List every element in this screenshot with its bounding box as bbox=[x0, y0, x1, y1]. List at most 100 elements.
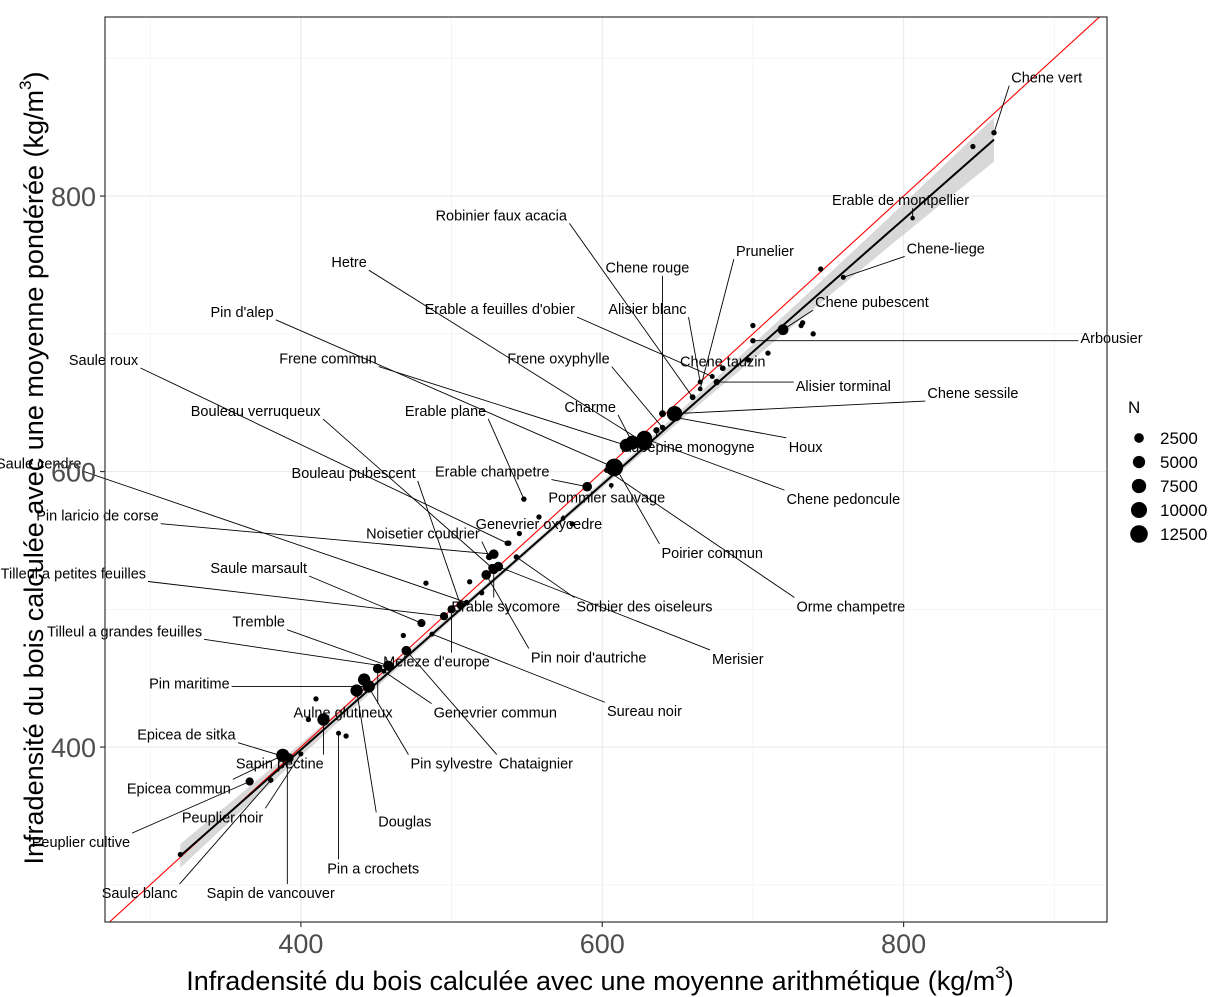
legend-key bbox=[1132, 455, 1146, 469]
data-point bbox=[343, 733, 349, 739]
species-label: Aubepine monogyne bbox=[622, 440, 755, 456]
leader-line bbox=[363, 679, 409, 755]
species-label: Sapin pectine bbox=[236, 757, 324, 773]
leader-line bbox=[237, 742, 289, 759]
species-label: Houx bbox=[789, 440, 824, 456]
leader-line bbox=[131, 781, 250, 834]
species-label: Orme champetre bbox=[796, 600, 905, 616]
data-point bbox=[400, 632, 406, 639]
data-point bbox=[745, 357, 752, 363]
x-tick-label: 600 bbox=[580, 929, 625, 959]
data-point bbox=[463, 599, 470, 606]
species-label: Chene tauzin bbox=[680, 354, 765, 370]
species-label: Poirier commun bbox=[661, 546, 763, 562]
leader-line bbox=[83, 470, 467, 603]
legend-label: 2500 bbox=[1160, 429, 1198, 448]
leader-line bbox=[644, 438, 785, 491]
species-labels: Chene vert Erable de montpellier Robinier … bbox=[0, 71, 1143, 902]
species-label: Merisier bbox=[712, 652, 764, 668]
leader-line bbox=[368, 269, 645, 444]
species-label: Alisier blanc bbox=[608, 302, 686, 318]
species-label: Sureau noir bbox=[607, 704, 682, 720]
species-label: Erable plane bbox=[405, 404, 486, 420]
leader-line bbox=[160, 523, 494, 555]
species-label: Frene commun bbox=[279, 352, 377, 368]
leader-line bbox=[406, 650, 498, 755]
species-label: Arbousier bbox=[1080, 331, 1142, 347]
leader-line bbox=[147, 581, 445, 617]
leader-line bbox=[677, 417, 787, 439]
data-point bbox=[466, 579, 473, 585]
species-label: Hetre bbox=[331, 255, 366, 271]
y-axis-title-superscript: 3 bbox=[16, 81, 35, 90]
data-point bbox=[818, 266, 824, 272]
species-label: Douglas bbox=[378, 814, 431, 830]
species-label: Tilleul a petites feuilles bbox=[1, 566, 146, 582]
x-tick-label: 400 bbox=[278, 929, 323, 959]
species-label: Chataignier bbox=[499, 757, 573, 773]
regression-line bbox=[179, 138, 995, 857]
leader-line bbox=[417, 480, 462, 606]
leader-line bbox=[140, 367, 508, 544]
y-tick-label: 800 bbox=[51, 182, 96, 212]
data-point bbox=[810, 331, 816, 337]
leader-line bbox=[606, 469, 795, 598]
legend-label: 5000 bbox=[1160, 453, 1198, 472]
legend-title: N bbox=[1128, 398, 1140, 417]
leader-line bbox=[383, 670, 432, 704]
species-label: Chene sessile bbox=[927, 386, 1018, 402]
size-legend: N 2500 5000 7500 10000 12500 bbox=[1128, 398, 1207, 544]
leader-line bbox=[481, 541, 490, 558]
legend-key bbox=[1130, 525, 1148, 543]
species-label: Tremble bbox=[232, 615, 285, 631]
leader-line bbox=[611, 366, 663, 428]
leader-line bbox=[179, 779, 272, 885]
y-axis-title: Infradensité du bois calculée avec une m… bbox=[16, 72, 49, 865]
x-tick-label: 800 bbox=[881, 929, 926, 959]
legend-key bbox=[1134, 433, 1144, 443]
data-point bbox=[177, 851, 183, 858]
y-tick-label: 600 bbox=[51, 458, 96, 488]
grid-lines bbox=[105, 17, 1107, 922]
species-label: Alisier torminal bbox=[796, 379, 891, 395]
species-label: Sorbier des oiseleurs bbox=[576, 600, 712, 616]
data-point bbox=[245, 777, 254, 786]
data-point bbox=[536, 514, 542, 520]
species-label: Erable a feuilles d'obier bbox=[425, 302, 575, 318]
leader-line bbox=[487, 418, 525, 500]
species-label: Pommier sauvage bbox=[548, 491, 665, 507]
legend-label: 7500 bbox=[1160, 477, 1198, 496]
data-point bbox=[313, 696, 319, 702]
species-label: Saule blanc bbox=[102, 886, 178, 902]
species-label: Frene oxyphylle bbox=[507, 352, 609, 368]
species-label: Pin noir d'autriche bbox=[531, 651, 647, 667]
data-point bbox=[305, 716, 312, 723]
species-label: Noisetier coudrier bbox=[366, 527, 480, 543]
data-point bbox=[447, 605, 456, 614]
leader-line bbox=[782, 309, 814, 331]
x-axis-title: Infradensité du bois calculée avec une m… bbox=[186, 963, 1013, 996]
leader-line bbox=[699, 259, 735, 390]
data-point bbox=[569, 521, 575, 527]
y-tick-label: 400 bbox=[51, 733, 96, 763]
leader-line bbox=[232, 754, 283, 780]
leader-line bbox=[485, 574, 530, 649]
species-label: Saule cendre bbox=[0, 456, 81, 472]
y-axis-title-end: ) bbox=[19, 72, 49, 81]
leader-line bbox=[993, 85, 1010, 133]
data-point bbox=[614, 467, 620, 473]
leader-line bbox=[843, 255, 905, 278]
species-label: Saule marsault bbox=[210, 561, 307, 577]
species-label: Tilleul a grandes feuilles bbox=[47, 624, 202, 640]
legend-key bbox=[1131, 478, 1147, 494]
species-label: Erable de montpellier bbox=[832, 193, 969, 209]
leader-line bbox=[378, 366, 627, 446]
leader-line bbox=[308, 575, 422, 624]
leader-line bbox=[286, 629, 389, 667]
species-label: Prunelier bbox=[736, 244, 794, 260]
species-label: Bouleau verruqueux bbox=[191, 404, 322, 420]
species-label: Pin maritime bbox=[149, 677, 230, 693]
y-axis-ticks: 400 600 800 bbox=[51, 182, 105, 763]
species-label: Pin d'alep bbox=[210, 305, 273, 321]
